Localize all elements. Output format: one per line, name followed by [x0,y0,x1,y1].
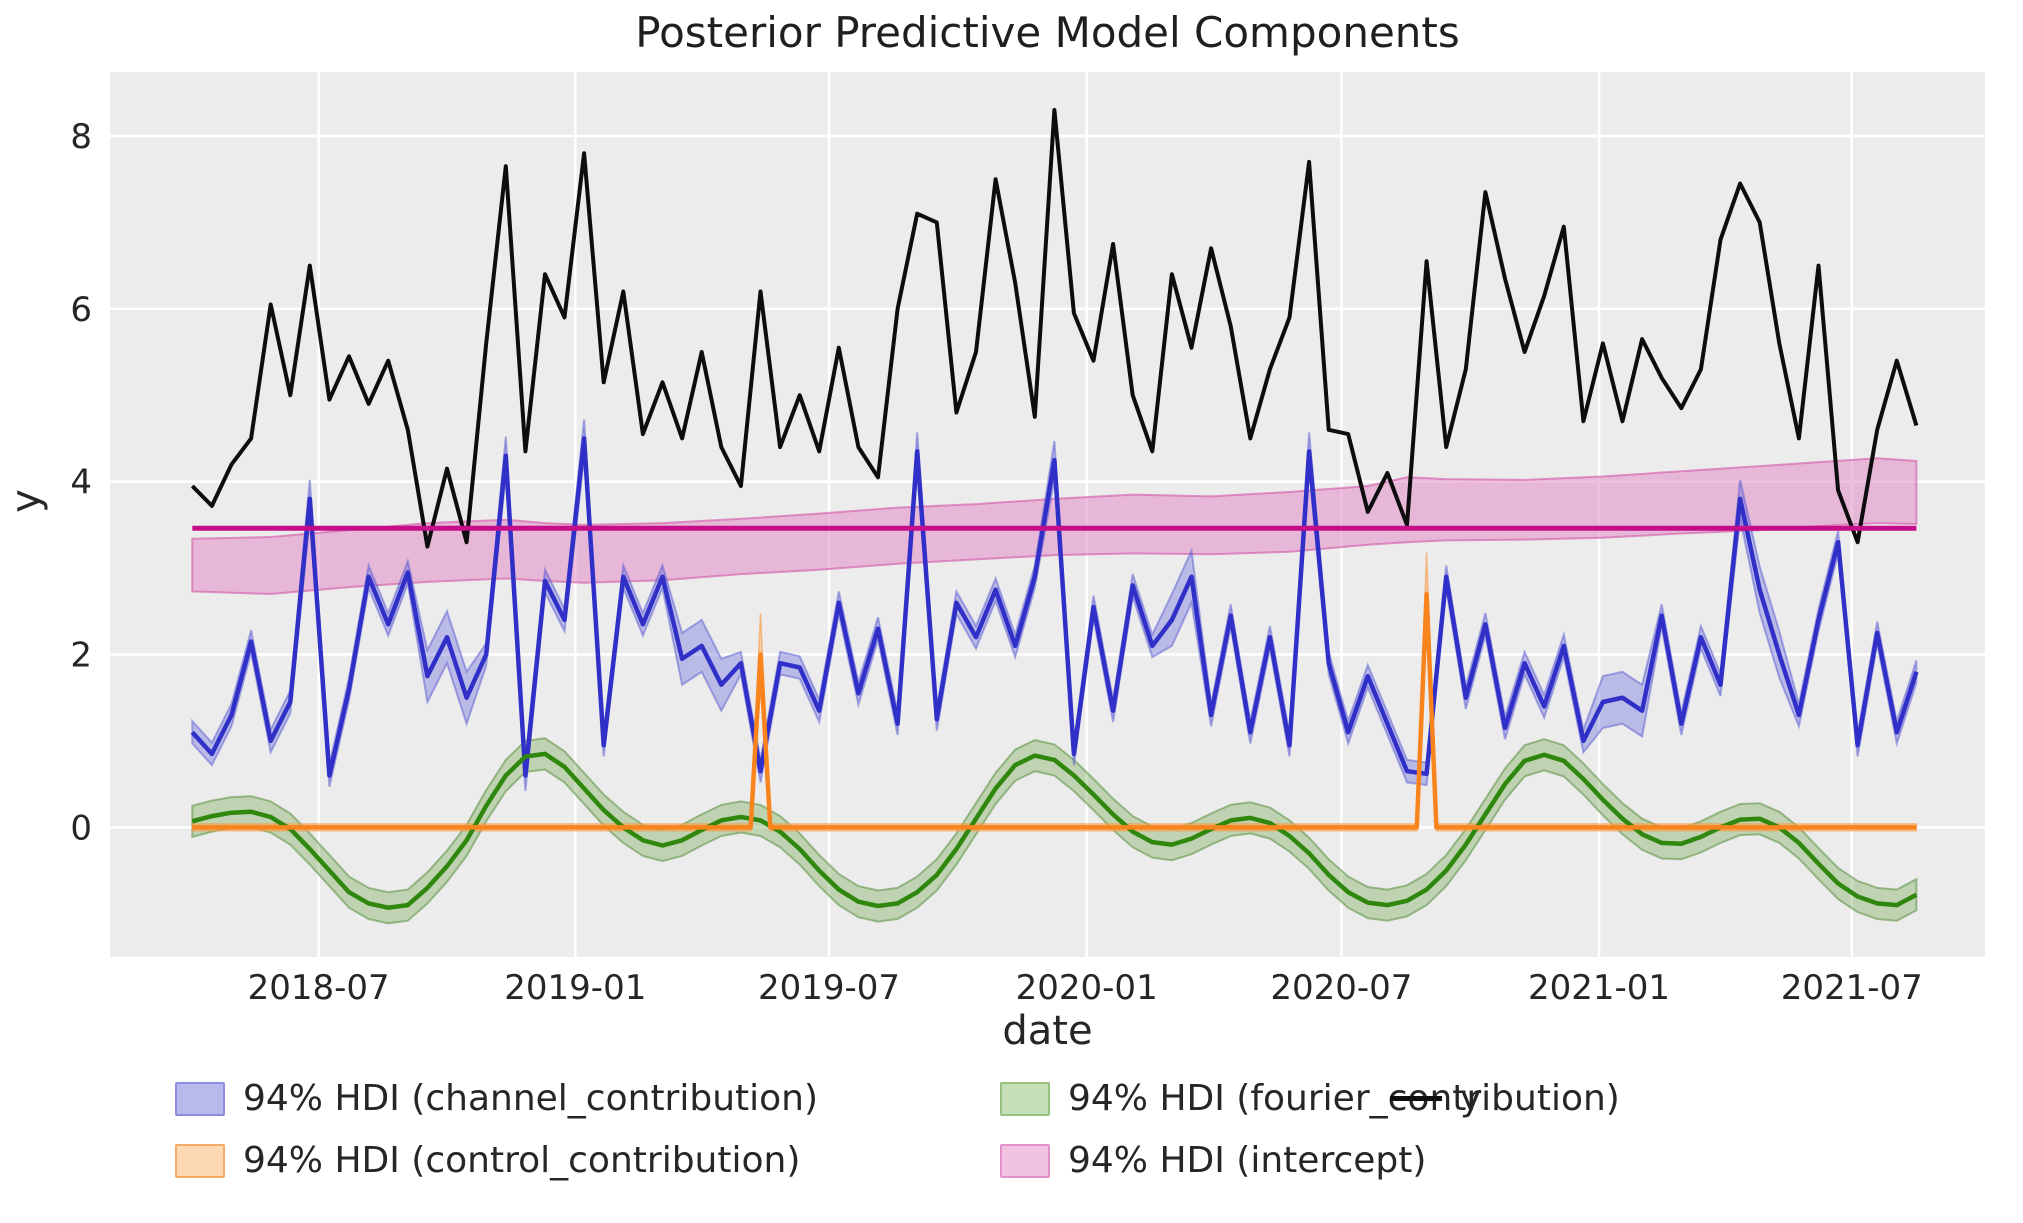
x-axis-label: date [1002,1008,1093,1054]
legend-label: 94% HDI (fourier_contribution) [1068,1078,1620,1119]
legend-label: 94% HDI (intercept) [1068,1140,1427,1181]
chart-title: Posterior Predictive Model Components [635,8,1460,57]
y-tick-label: 0 [70,808,92,848]
y-line-swatch [1390,1096,1442,1101]
y-tick-label: 2 [70,636,92,676]
y-tick-label: 6 [70,290,92,330]
y-line [190,108,1919,549]
intercept-hdi-swatch [1000,1143,1050,1178]
legend-item-y: y [1390,1078,1481,1119]
legend-item-control: 94% HDI (control_contribution) [175,1140,800,1181]
x-tick-label: 2020-07 [1270,968,1412,1008]
legend-item-fourier: 94% HDI (fourier_contribution) [1000,1078,1620,1119]
channel-hdi-swatch [175,1081,225,1116]
x-tick-label: 2020-01 [1016,968,1158,1008]
y-tick-label: 8 [70,117,92,157]
control-line [192,591,1917,830]
fourier-line [191,751,1918,910]
x-tick-label: 2021-01 [1528,968,1670,1008]
legend-label: y [1460,1078,1482,1119]
legend-label: 94% HDI (channel_contribution) [243,1078,819,1119]
control-hdi-swatch [175,1143,225,1178]
channel-line [190,436,1919,778]
fourier-hdi-swatch [1000,1081,1050,1116]
y-axis-label: y [2,489,49,513]
x-tick-label: 2019-01 [504,968,646,1008]
legend-item-channel: 94% HDI (channel_contribution) [175,1078,818,1119]
x-tick-label: 2021-07 [1781,968,1923,1008]
legend-item-intercept: 94% HDI (intercept) [1000,1140,1426,1181]
x-tick-label: 2019-07 [758,968,900,1008]
legend-label: 94% HDI (control_contribution) [243,1140,801,1181]
fourier-hdi-band [191,737,1918,925]
y-tick-label: 4 [70,463,92,503]
x-tick-label: 2018-07 [248,968,390,1008]
